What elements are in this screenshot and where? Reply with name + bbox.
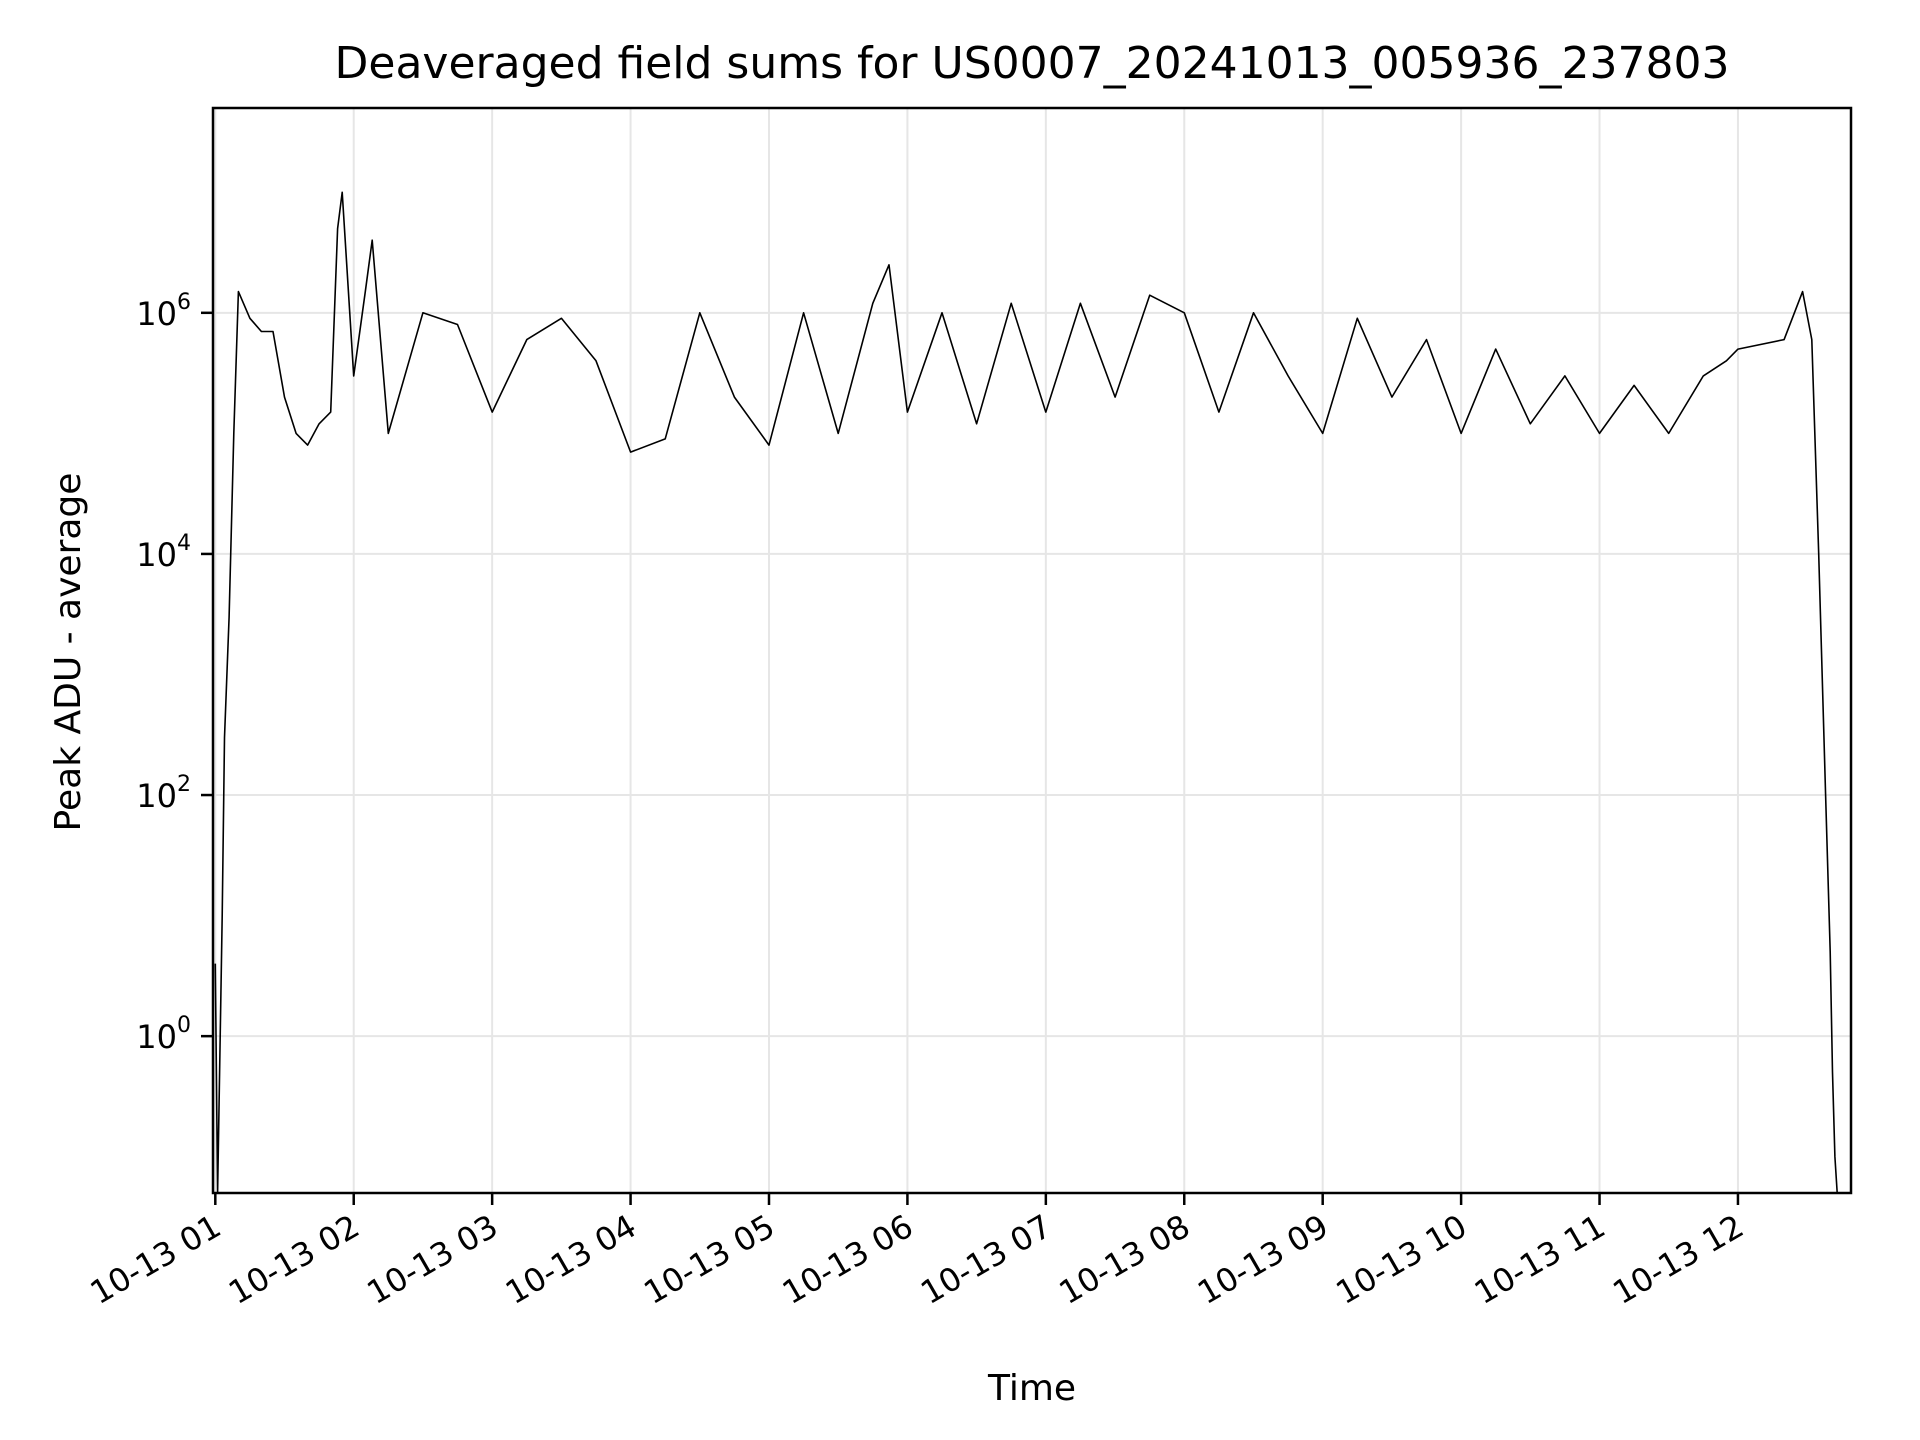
grid-layer bbox=[213, 108, 1851, 1193]
y-axis-label: Peak ADU - average bbox=[48, 473, 89, 832]
y-tick-label: 102 bbox=[136, 772, 191, 815]
y-tick-label: 106 bbox=[136, 290, 191, 333]
plot-area-frame bbox=[211, 106, 1853, 1195]
x-axis-label: Time bbox=[987, 1368, 1076, 1409]
y-axis-ticks: 100 102 104 106 bbox=[136, 290, 213, 1056]
chart-title: Deaveraged field sums for US0007_2024101… bbox=[335, 38, 1730, 89]
y-tick-label: 104 bbox=[136, 531, 191, 574]
series-layer bbox=[214, 191, 1838, 1194]
series-line bbox=[214, 191, 1838, 1194]
y-tick-label: 100 bbox=[136, 1013, 191, 1056]
